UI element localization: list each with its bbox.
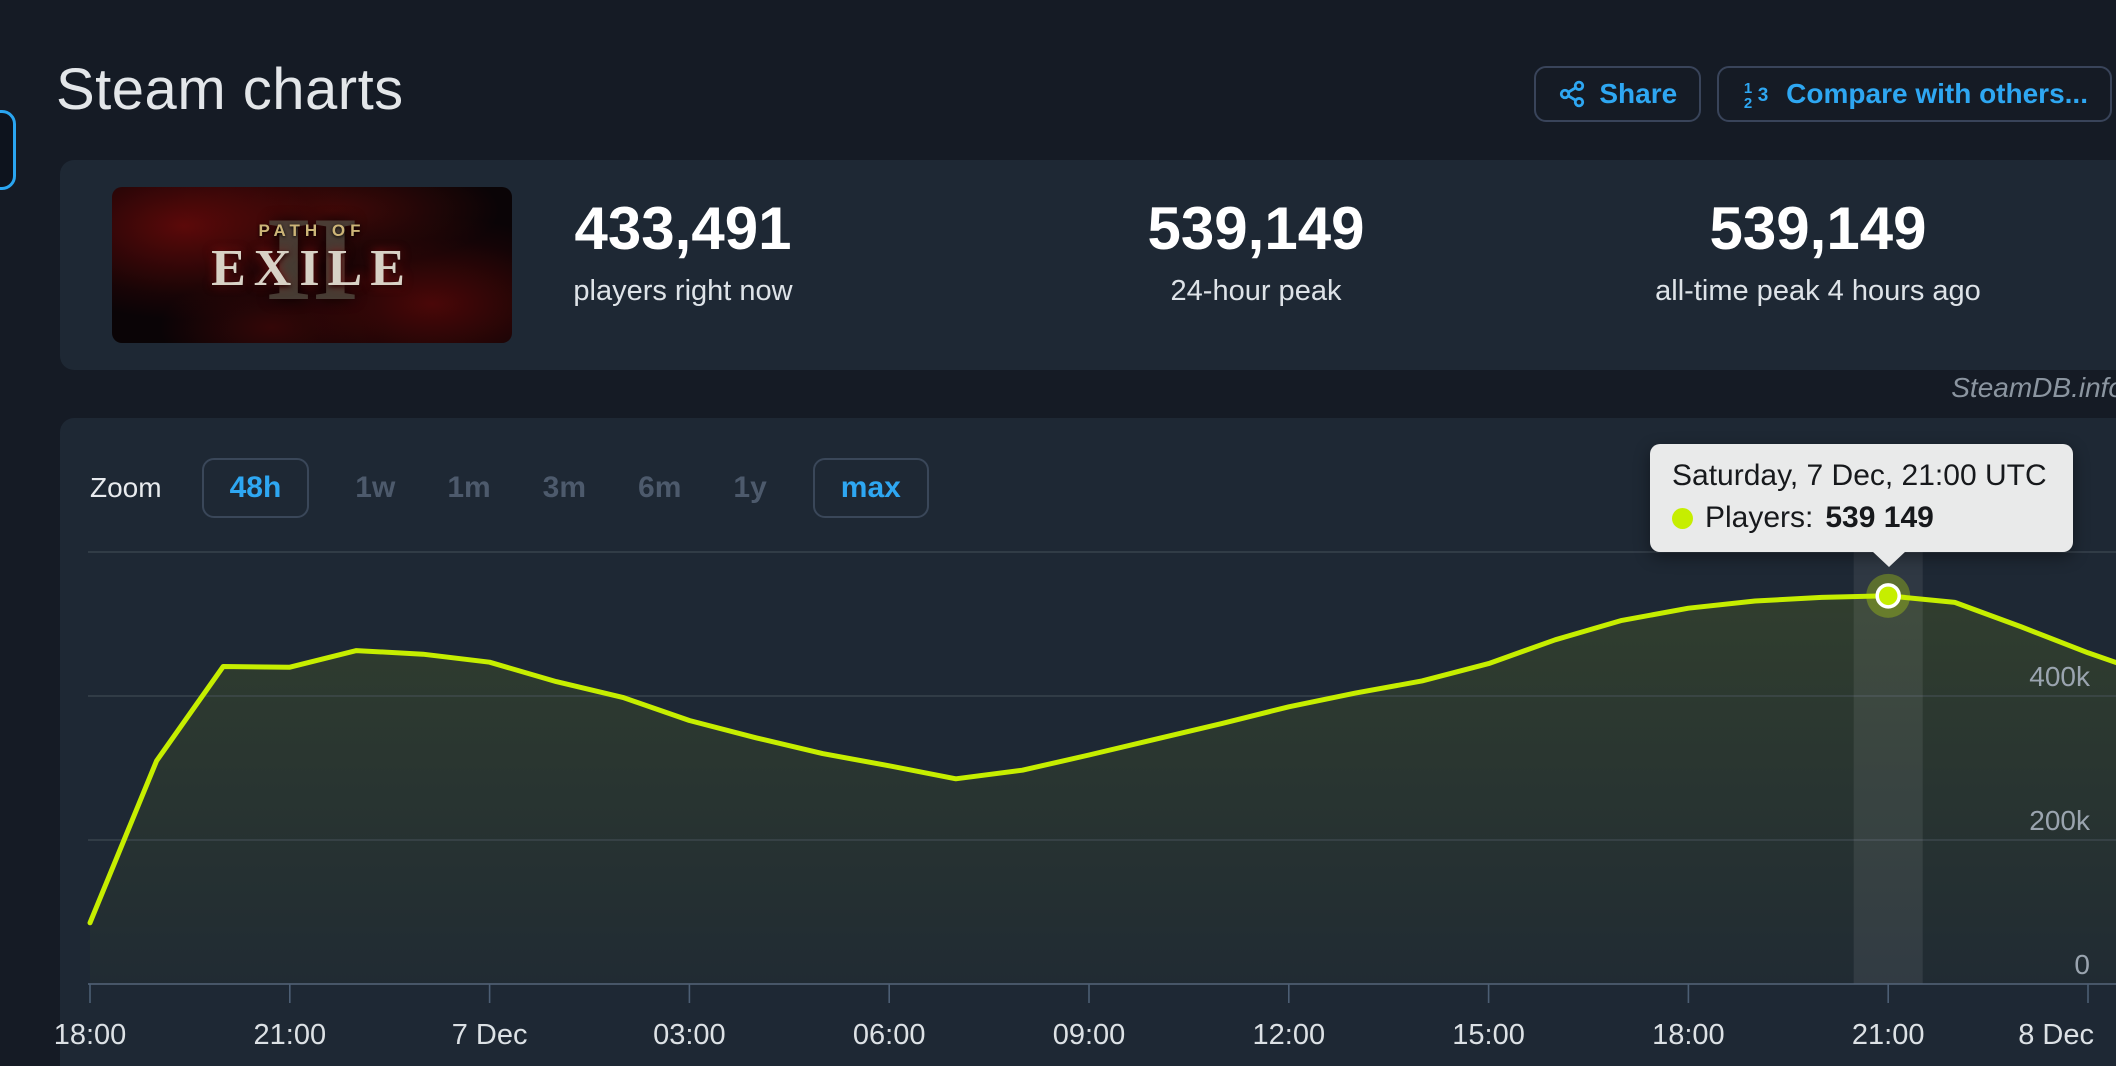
stats-panel: II PATH OF EXILE 433,491 players right n…	[60, 160, 2116, 370]
stat-alltime-peak: 539,149 all-time peak 4 hours ago	[1498, 196, 2116, 308]
zoom-controls: Zoom 48h 1w 1m 3m 6m 1y max	[90, 458, 929, 518]
share-button[interactable]: Share	[1534, 66, 1702, 122]
tooltip-caret	[1872, 551, 1906, 567]
steamdb-watermark: SteamDB.info	[1951, 372, 2116, 403]
stat-label: 24-hour peak	[1170, 275, 1342, 307]
share-button-label: Share	[1599, 78, 1678, 109]
svg-text:1: 1	[1744, 80, 1752, 97]
svg-text:3: 3	[1758, 85, 1769, 106]
svg-text:2: 2	[1744, 95, 1752, 110]
zoom-range-max[interactable]: max	[812, 458, 929, 518]
series-dot-icon	[1672, 507, 1693, 529]
zoom-range-48h[interactable]: 48h	[201, 458, 310, 518]
capsule-title-top: PATH OF	[258, 221, 366, 240]
zoom-range-list: 48h 1w 1m 3m 6m 1y max	[201, 458, 929, 518]
compare-numbers-icon: 1 2 3	[1741, 78, 1773, 110]
stat-players-now: 433,491 players right now	[363, 196, 1003, 308]
zoom-range-6m[interactable]: 6m	[638, 471, 682, 504]
stat-label: players right now	[573, 275, 793, 307]
zoom-range-1y[interactable]: 1y	[733, 471, 767, 504]
compare-button-label: Compare with others...	[1786, 78, 2088, 109]
chart-tooltip: Saturday, 7 Dec, 21:00 UTC Players: 539 …	[1650, 444, 2073, 567]
compare-button[interactable]: 1 2 3 Compare with others...	[1717, 66, 2112, 122]
tooltip-value: 539 149	[1825, 501, 1934, 534]
page-title: Steam charts	[56, 57, 404, 122]
stat-value: 539,149	[1147, 195, 1365, 262]
stat-24h-peak: 539,149 24-hour peak	[936, 196, 1576, 308]
capsule-title-main: EXILE	[211, 240, 413, 297]
zoom-range-1w[interactable]: 1w	[355, 471, 396, 504]
zoom-label: Zoom	[90, 472, 162, 503]
left-edge-widget[interactable]	[0, 110, 16, 190]
tooltip-series-label: Players:	[1705, 501, 1814, 534]
share-icon	[1558, 80, 1586, 108]
stat-value: 433,491	[574, 195, 792, 262]
stat-label: all-time peak 4 hours ago	[1655, 275, 1981, 307]
capsule-numeral: II	[265, 191, 359, 325]
stat-value: 539,149	[1709, 195, 1927, 262]
tooltip-datetime: Saturday, 7 Dec, 21:00 UTC	[1672, 459, 2047, 492]
zoom-range-1m[interactable]: 1m	[447, 471, 491, 504]
header-buttons: Share 1 2 3 Compare with others...	[1534, 66, 2112, 122]
zoom-range-3m[interactable]: 3m	[542, 471, 587, 504]
game-capsule[interactable]: II PATH OF EXILE	[112, 187, 512, 343]
